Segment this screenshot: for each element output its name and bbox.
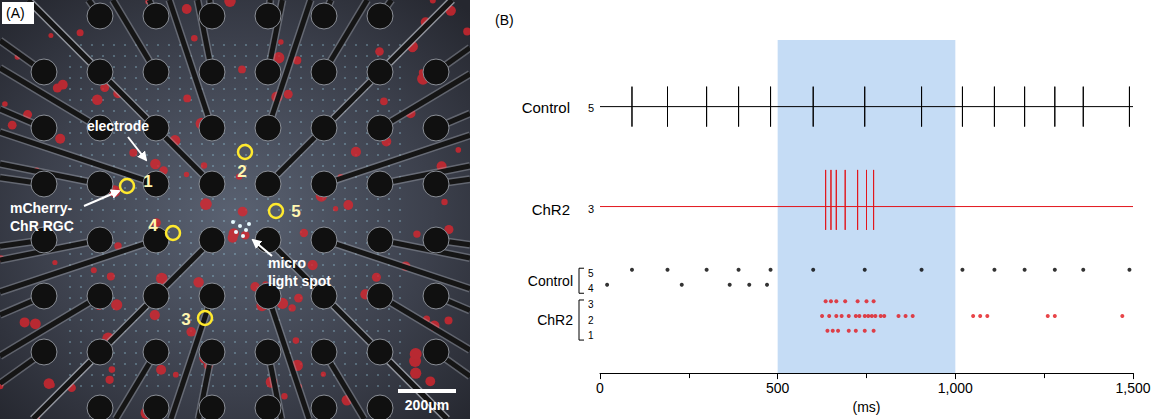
svg-text:light spot: light spot	[268, 273, 331, 289]
svg-text:1,000: 1,000	[938, 380, 973, 396]
svg-text:Control: Control	[528, 273, 573, 289]
svg-text:1,500: 1,500	[1115, 380, 1150, 396]
svg-text:(A): (A)	[6, 5, 25, 21]
svg-text:ChR RGC: ChR RGC	[10, 218, 74, 234]
svg-text:3: 3	[181, 310, 190, 329]
svg-text:1: 1	[588, 330, 594, 341]
svg-text:Control: Control	[522, 99, 570, 116]
svg-text:4: 4	[148, 216, 158, 235]
svg-text:mCherry-: mCherry-	[10, 200, 73, 216]
svg-text:5: 5	[291, 202, 300, 221]
svg-text:4: 4	[588, 283, 594, 294]
svg-text:500: 500	[766, 380, 790, 396]
svg-text:ChR2: ChR2	[537, 312, 573, 328]
svg-text:3: 3	[588, 203, 594, 215]
svg-text:200μm: 200μm	[405, 397, 449, 413]
svg-text:5: 5	[588, 268, 594, 279]
svg-text:micro: micro	[268, 255, 306, 271]
svg-text:ChR2: ChR2	[532, 201, 570, 218]
svg-text:0: 0	[596, 380, 604, 396]
svg-text:5: 5	[588, 102, 594, 114]
svg-text:electrode: electrode	[87, 118, 149, 134]
svg-text:3: 3	[588, 299, 594, 310]
svg-text:2: 2	[588, 315, 594, 326]
svg-text:(ms): (ms)	[853, 399, 881, 415]
svg-text:1: 1	[143, 172, 152, 191]
svg-text:(B): (B)	[495, 12, 514, 28]
svg-text:2: 2	[237, 162, 246, 181]
